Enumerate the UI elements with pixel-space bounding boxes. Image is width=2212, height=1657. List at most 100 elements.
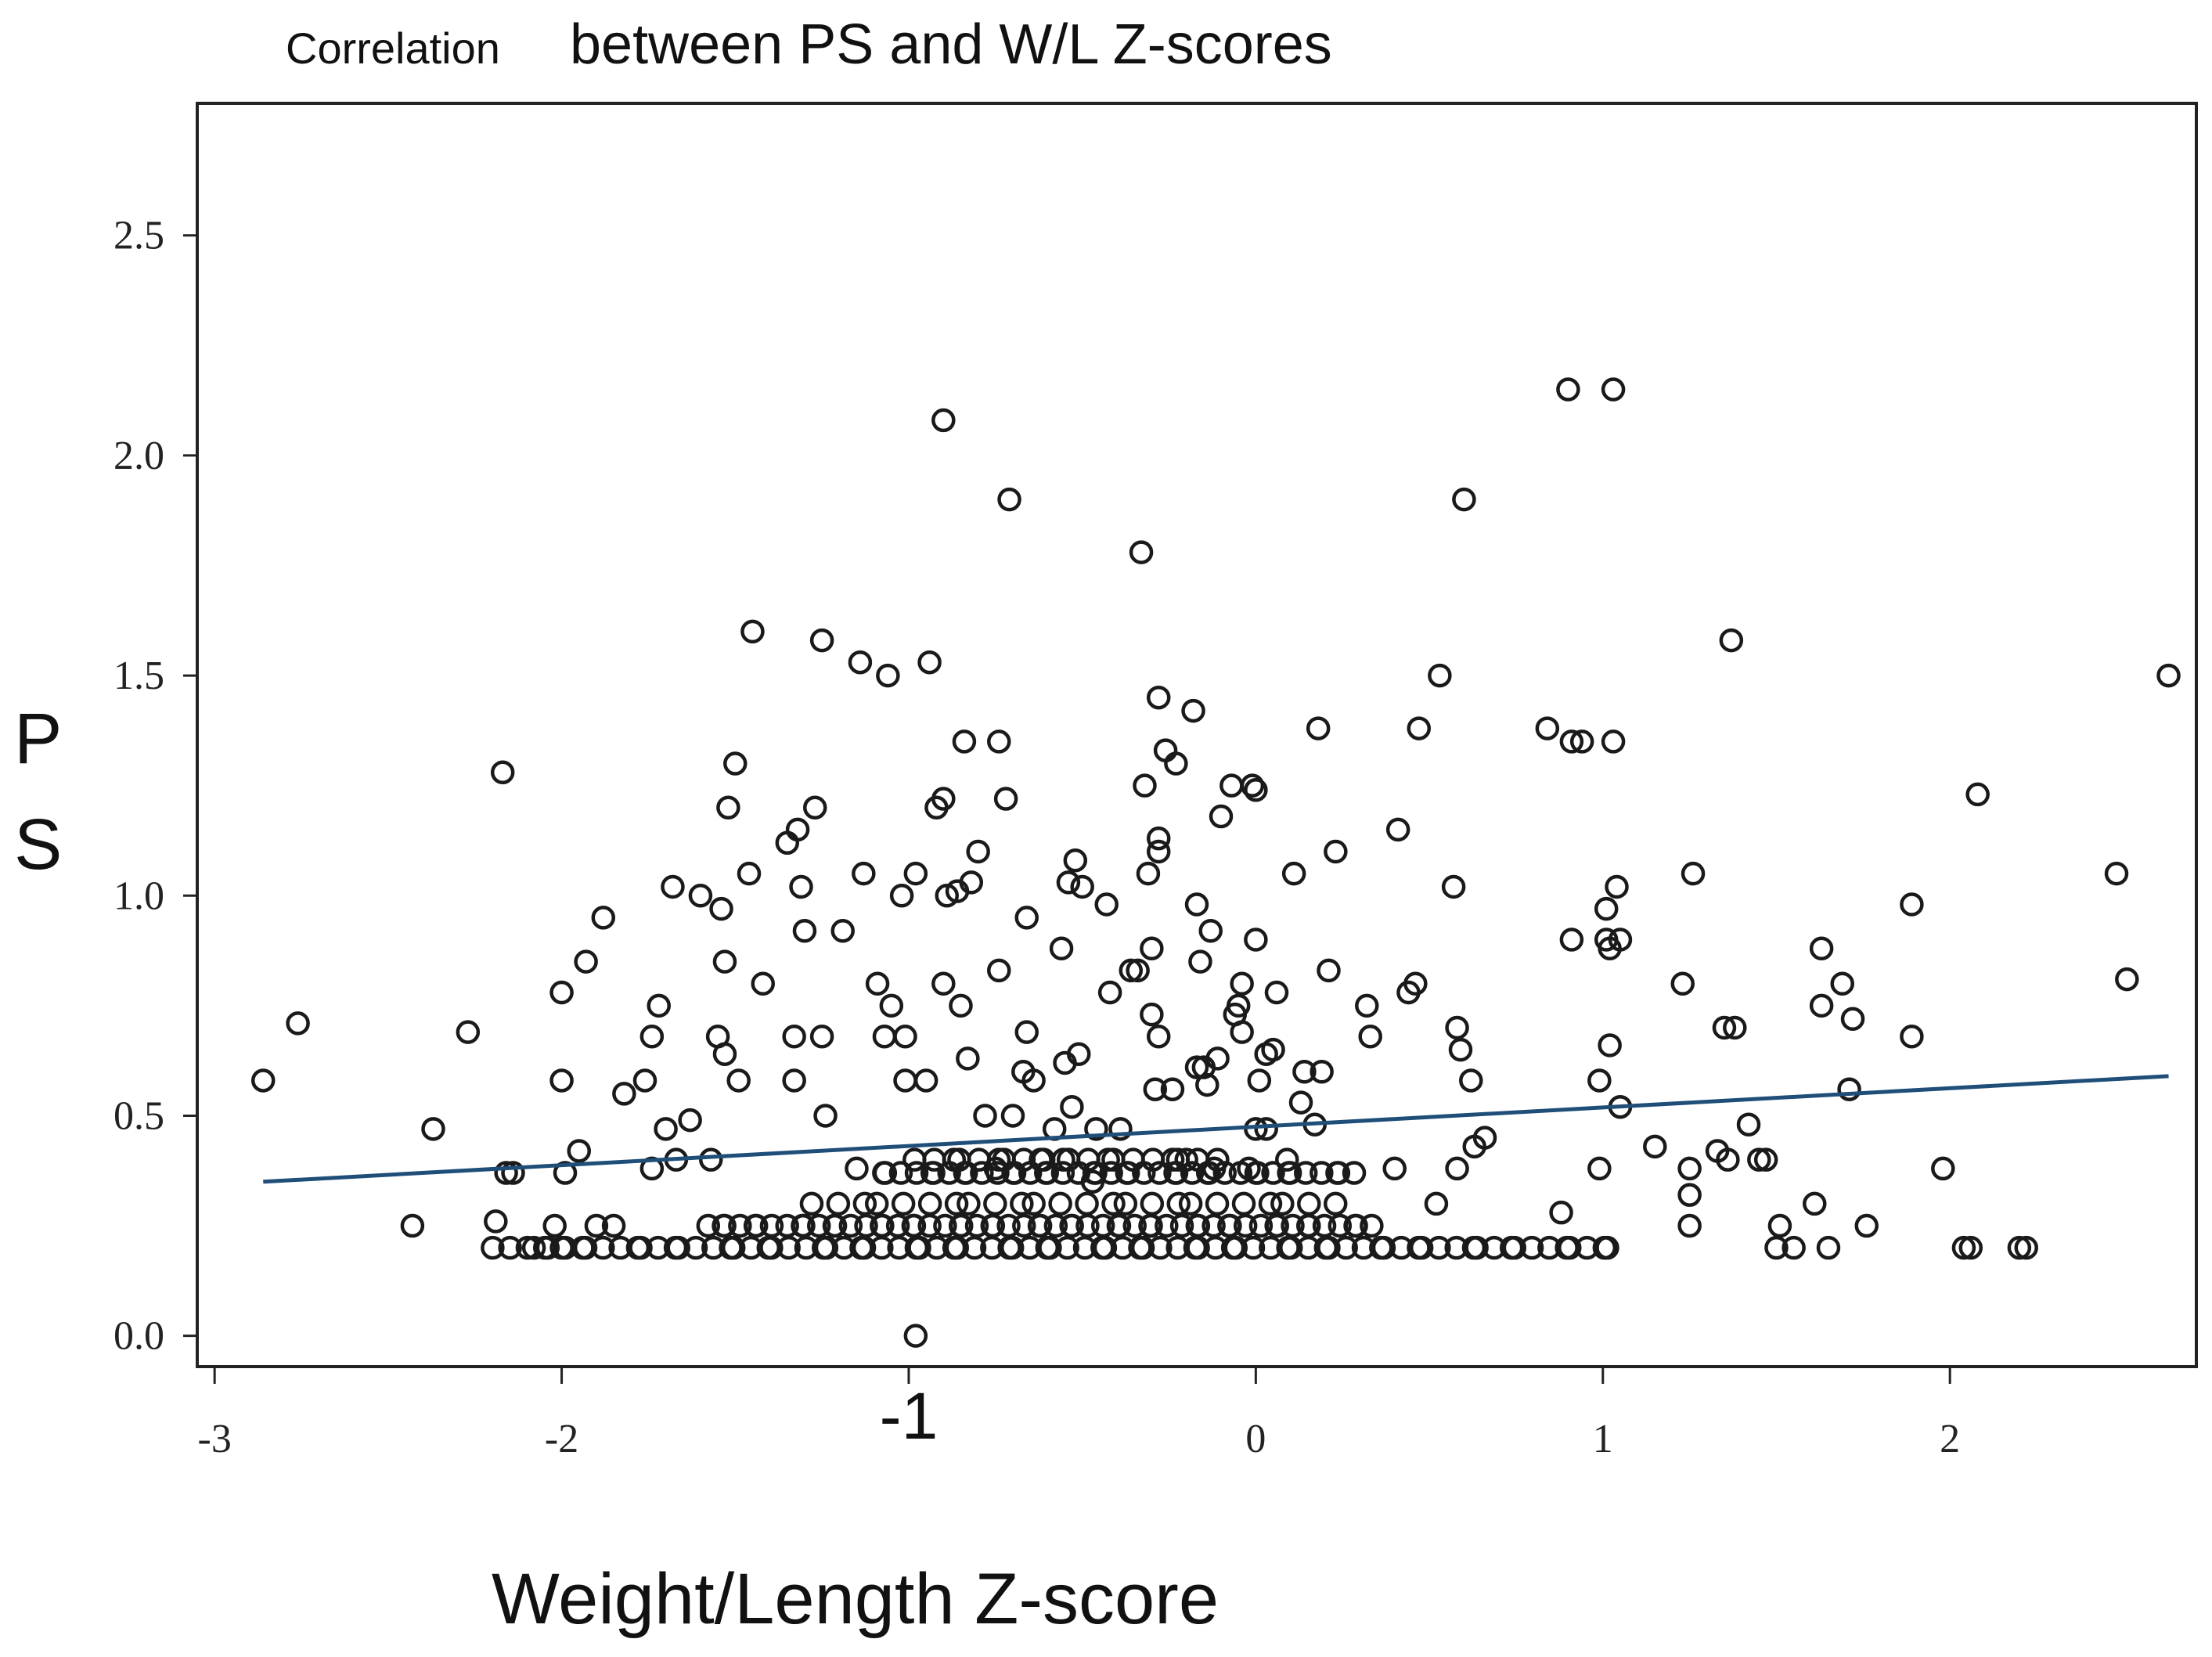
x-tick-label: -3 — [198, 1417, 232, 1461]
data-point — [1279, 1235, 1303, 1260]
data-point — [1549, 1200, 1573, 1225]
data-point — [907, 1235, 931, 1260]
data-point — [921, 1161, 946, 1185]
chart-title-prefix: Correlation — [286, 23, 500, 73]
data-point — [1049, 936, 1074, 960]
data-point — [1146, 1024, 1171, 1049]
data-point — [728, 1213, 752, 1238]
data-point — [698, 1147, 723, 1172]
data-point — [791, 1213, 816, 1238]
data-point — [1558, 1235, 1582, 1260]
data-point — [852, 1191, 877, 1216]
x-axis: -3 -2 -1 0 1 2 — [198, 1365, 1960, 1461]
data-point — [1310, 1161, 1334, 1185]
data-point — [549, 1235, 574, 1260]
data-point — [799, 1191, 824, 1216]
data-point — [1147, 1161, 1172, 1185]
data-point — [1719, 628, 1744, 653]
data-point — [1164, 751, 1188, 776]
x-tick-label: -1 — [880, 1379, 938, 1453]
data-point — [1129, 540, 1154, 564]
data-point — [967, 1147, 992, 1172]
data-point — [1965, 782, 1990, 807]
data-point — [1155, 1213, 1179, 1238]
data-point — [814, 1235, 839, 1260]
data-point — [678, 1108, 702, 1133]
data-point — [612, 1082, 636, 1106]
data-point — [1028, 1213, 1053, 1238]
data-point — [481, 1235, 505, 1260]
data-point — [985, 1161, 1010, 1185]
data-point — [1587, 1068, 1612, 1093]
data-point — [1090, 1213, 1115, 1238]
data-point — [891, 1191, 916, 1216]
data-point — [1764, 1235, 1789, 1260]
y-tick-label: 0.5 — [113, 1093, 164, 1138]
data-point — [1328, 1213, 1353, 1238]
data-point — [712, 1042, 737, 1066]
data-point — [970, 1161, 994, 1185]
data-point — [1050, 1161, 1075, 1185]
x-tick-label: 0 — [1245, 1417, 1266, 1461]
data-point — [1448, 1037, 1473, 1062]
data-point — [1816, 1235, 1841, 1260]
data-point — [1166, 1191, 1191, 1216]
data-point — [1502, 1235, 1527, 1260]
data-point — [1324, 839, 1348, 864]
data-point — [1012, 1213, 1036, 1238]
data-point — [632, 1068, 657, 1093]
data-point — [913, 1068, 938, 1093]
data-point — [893, 1068, 917, 1093]
data-point — [865, 971, 890, 996]
data-point — [830, 919, 855, 943]
data-point — [1951, 1235, 1976, 1260]
y-axis-label-line2: S — [14, 805, 62, 884]
data-point — [775, 830, 800, 856]
data-point — [1178, 1191, 1203, 1216]
data-point — [1010, 1191, 1034, 1216]
data-point — [1441, 874, 1466, 899]
data-point — [1066, 1042, 1091, 1066]
data-point — [945, 1235, 970, 1260]
data-point — [1113, 1191, 1138, 1216]
data-point — [1094, 892, 1119, 917]
data-point — [666, 1235, 690, 1260]
data-point — [1084, 1117, 1108, 1141]
data-point — [1245, 1161, 1270, 1185]
data-point — [903, 1324, 928, 1348]
data-point — [1108, 1117, 1133, 1141]
data-point — [1559, 729, 1584, 754]
data-point — [1169, 1213, 1194, 1238]
data-point — [1334, 1235, 1358, 1260]
data-point — [1063, 848, 1088, 873]
data-point — [952, 729, 977, 754]
data-points — [250, 377, 2181, 1348]
data-point — [966, 839, 990, 864]
data-point — [1143, 1077, 1168, 1101]
data-point — [1240, 773, 1265, 798]
data-point — [962, 1235, 987, 1260]
x-tick-label: 1 — [1593, 1417, 1613, 1461]
data-point — [1601, 729, 1626, 754]
data-point — [535, 1235, 560, 1260]
data-point — [888, 1161, 913, 1185]
data-point — [647, 993, 671, 1018]
data-point — [789, 874, 813, 899]
data-point — [944, 1191, 969, 1216]
data-point — [1854, 1213, 1879, 1238]
data-point — [1556, 377, 1580, 402]
data-point — [1000, 1104, 1025, 1128]
data-point — [1146, 685, 1171, 710]
data-point — [553, 1161, 578, 1185]
chart-title: between PS and W/L Z-scores — [570, 13, 1332, 76]
data-point — [1201, 1213, 1226, 1238]
data-point — [723, 751, 748, 776]
data-point — [688, 884, 713, 908]
data-point — [949, 993, 973, 1018]
data-point — [1569, 729, 1594, 754]
data-point — [1146, 839, 1171, 864]
y-axis: 0.0 0.5 1.0 1.5 2.0 2.5 — [113, 214, 199, 1359]
data-point — [709, 896, 733, 921]
data-point — [1198, 919, 1223, 943]
data-point — [1244, 928, 1268, 952]
